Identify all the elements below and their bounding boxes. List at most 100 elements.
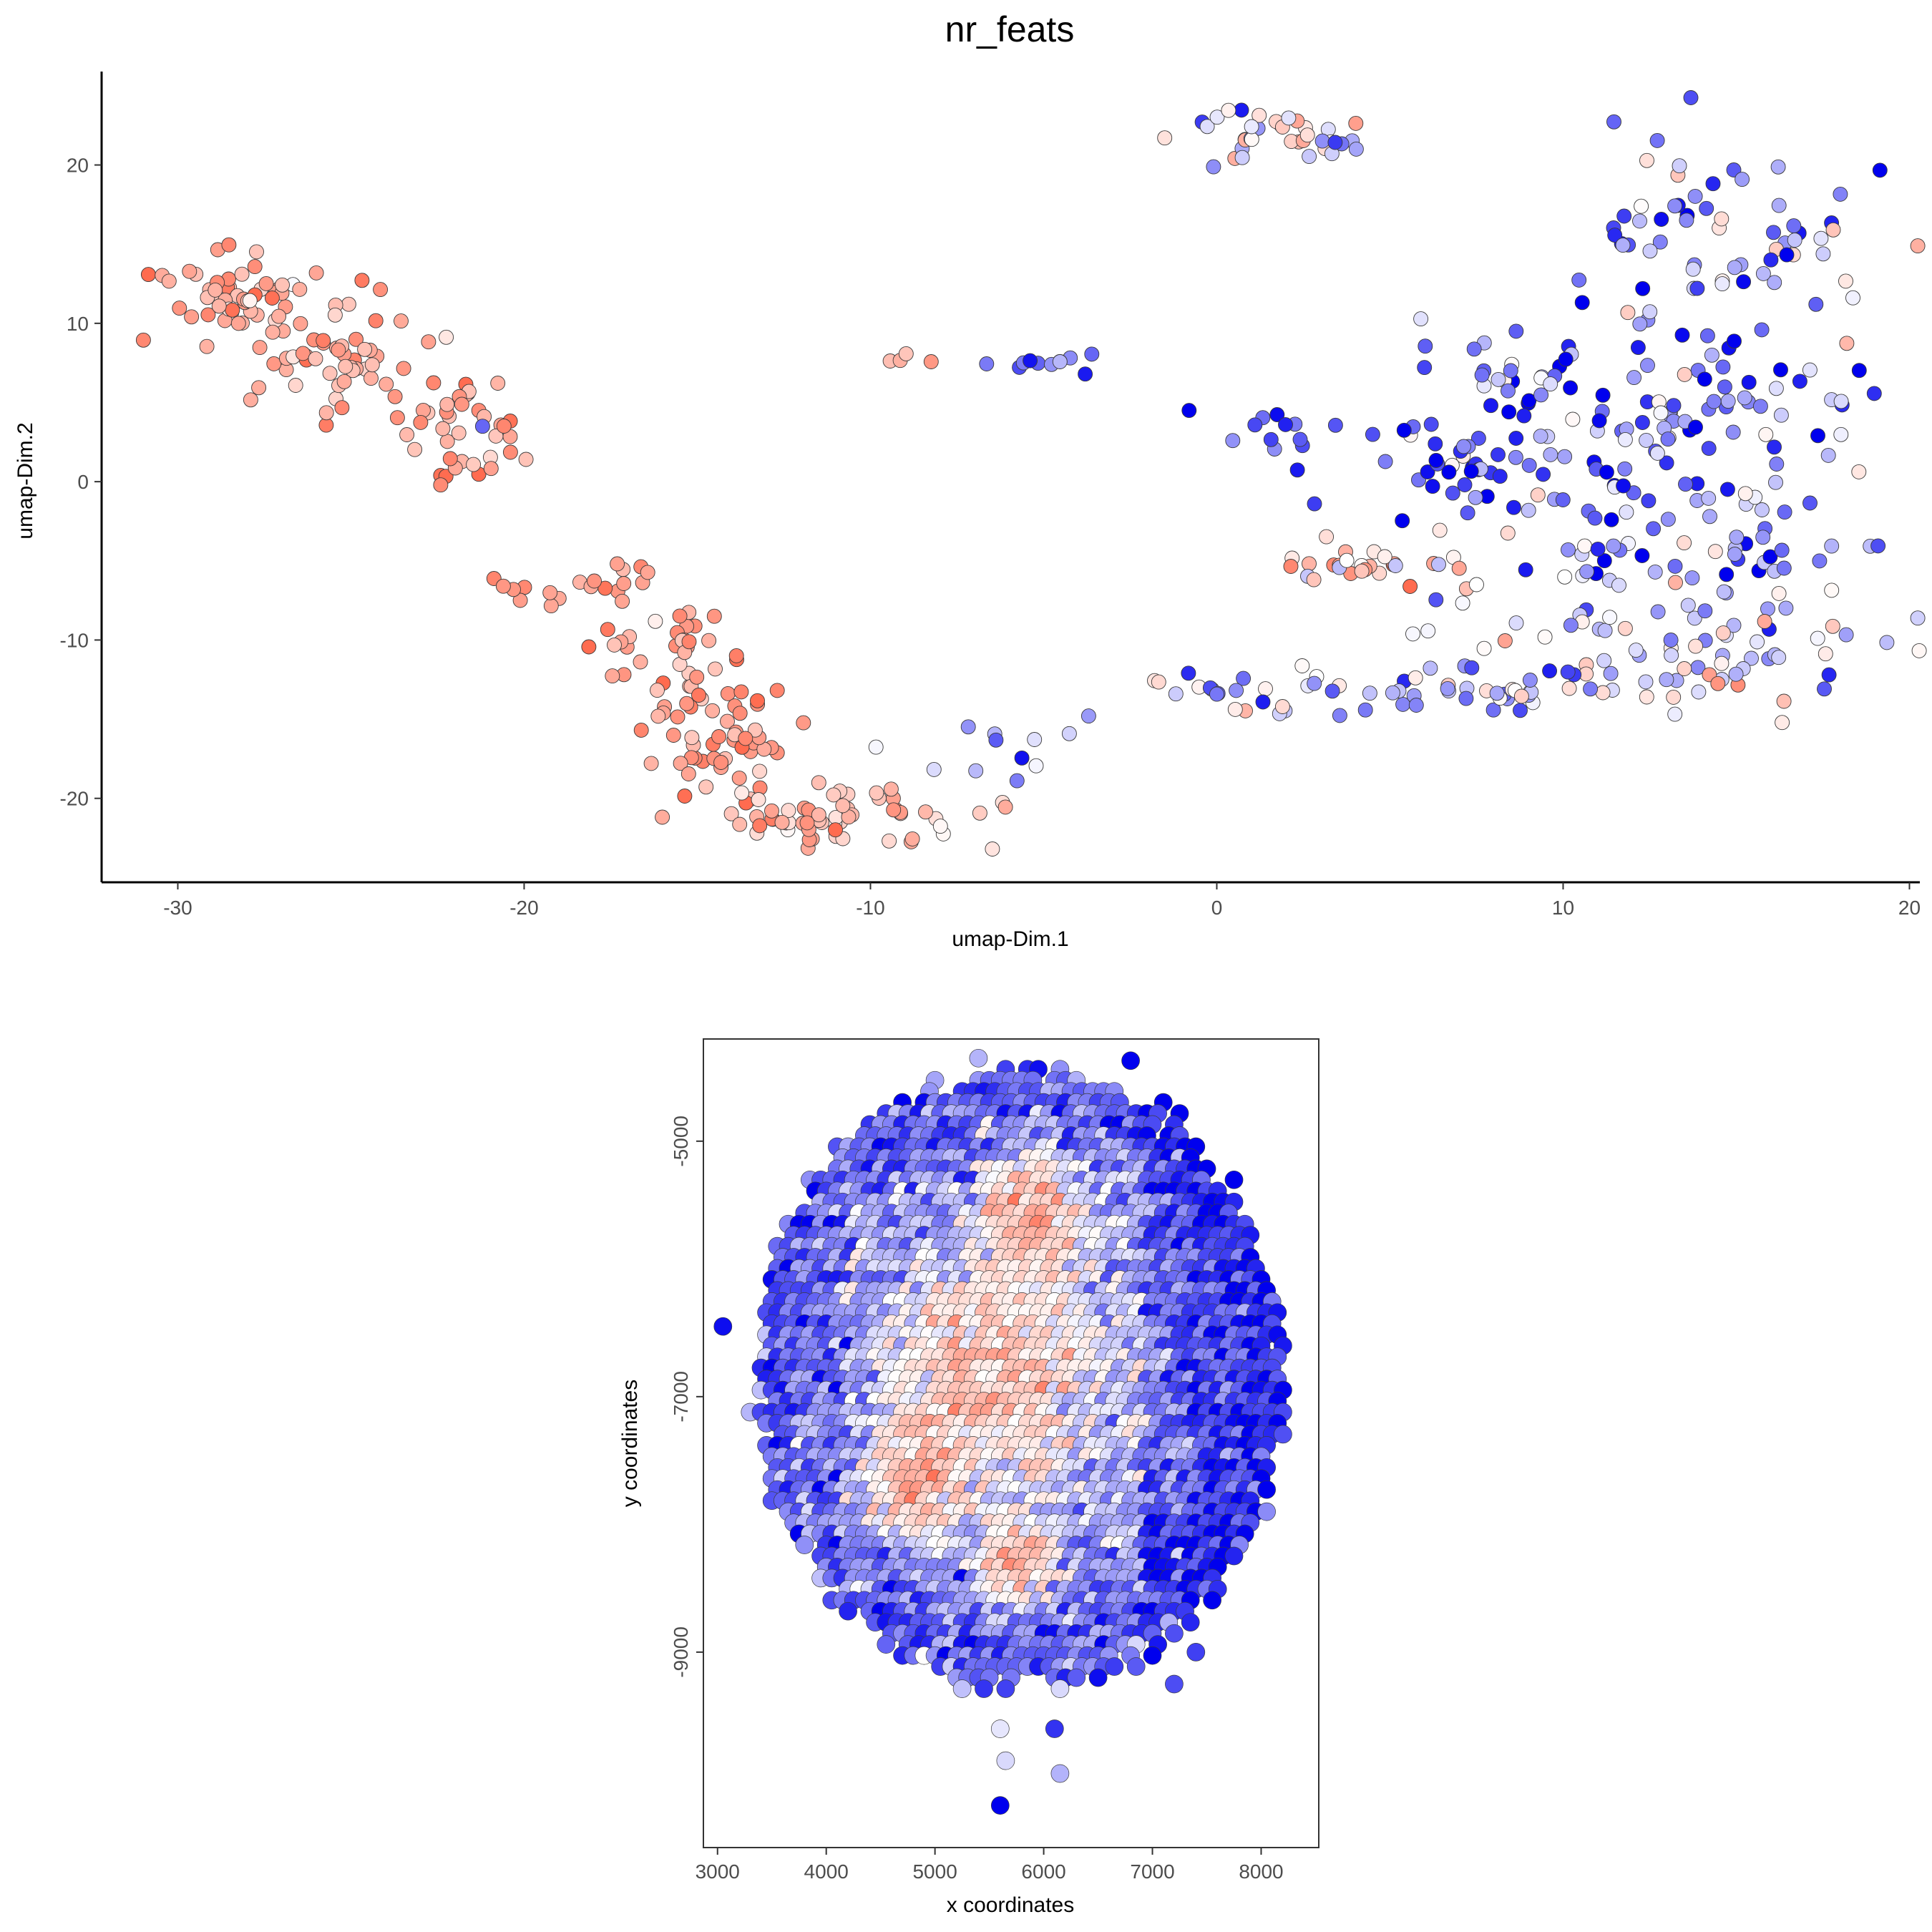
umap-point (1563, 380, 1579, 396)
umap-point (932, 819, 948, 834)
umap-point (1221, 102, 1236, 118)
umap-point (1727, 260, 1742, 275)
umap-point (1460, 505, 1475, 521)
spatial-spot (1257, 1502, 1276, 1521)
umap-point (1078, 366, 1093, 382)
umap-point (407, 441, 423, 457)
spatial-x-tick-label: 6000 (1021, 1860, 1065, 1883)
umap-point (1611, 577, 1626, 593)
spatial-spot (1274, 1425, 1292, 1444)
umap-point (264, 291, 280, 306)
umap-point (1616, 208, 1632, 224)
umap-point (208, 282, 223, 298)
umap-point (616, 576, 632, 591)
umap-point (972, 805, 987, 821)
spatial-spot (1050, 1679, 1070, 1698)
umap-point (1348, 141, 1364, 157)
spatial-spot (713, 1317, 733, 1336)
umap-point (1808, 296, 1824, 312)
umap-point (1638, 674, 1654, 690)
umap-point (1302, 556, 1317, 572)
umap-point (1501, 383, 1516, 399)
umap-point (1607, 228, 1623, 243)
spatial-spot (990, 1796, 1010, 1815)
umap-point (747, 722, 763, 738)
umap-point (1773, 407, 1789, 423)
spatial-spot (1050, 1764, 1070, 1783)
umap-point (1776, 693, 1792, 709)
umap-point (1866, 386, 1882, 401)
umap-point (720, 713, 735, 729)
umap-point (1851, 363, 1867, 379)
umap-point (1616, 478, 1631, 494)
umap-point (364, 371, 379, 386)
umap-point (1820, 447, 1836, 463)
umap-point (1500, 525, 1516, 541)
umap-point (706, 608, 722, 624)
spatial-y-ticks: -5000 -7000 -9000 (670, 1116, 703, 1678)
umap-point (1533, 387, 1549, 403)
umap-point (1536, 467, 1551, 482)
umap-point (708, 661, 723, 677)
umap-point (322, 366, 338, 381)
umap-point (1763, 252, 1779, 268)
umap-point (997, 799, 1013, 815)
umap-point (1699, 200, 1714, 216)
spatial-spot (795, 1536, 814, 1554)
spatial-spot (1224, 1546, 1244, 1566)
umap-point (1634, 198, 1649, 214)
umap-point (1244, 132, 1259, 147)
umap-point (182, 263, 197, 279)
umap-point (1234, 150, 1250, 165)
umap-point (1758, 426, 1774, 442)
umap-point (1678, 477, 1693, 492)
umap-point (988, 732, 1004, 748)
umap-point (249, 244, 264, 260)
umap-point (1642, 304, 1658, 320)
spatial-spot (1143, 1646, 1162, 1665)
umap-point (1911, 643, 1927, 658)
umap-point (331, 342, 346, 358)
spatial-spot (1186, 1643, 1206, 1662)
umap-point (1741, 374, 1757, 390)
umap-point (1418, 338, 1433, 354)
umap-point (1653, 405, 1669, 421)
umap-point (796, 715, 811, 731)
umap-point (886, 802, 902, 818)
umap-point (1497, 633, 1513, 648)
umap-point (960, 719, 976, 735)
umap-point (600, 622, 615, 638)
umap-point (396, 361, 411, 376)
umap-point (1157, 130, 1173, 146)
umap-point (1687, 610, 1702, 626)
umap-point (426, 375, 441, 391)
umap-point (1377, 454, 1393, 469)
umap-point (732, 706, 748, 721)
umap-point (1595, 685, 1611, 701)
umap-point (1705, 176, 1721, 192)
umap-point (734, 785, 750, 801)
umap-point (1757, 614, 1772, 629)
umap-point (733, 684, 749, 700)
umap-point (1630, 340, 1646, 356)
umap-point (1513, 703, 1528, 718)
spatial-spot (1045, 1719, 1064, 1738)
umap-point (1660, 431, 1676, 447)
umap-point (1362, 686, 1377, 701)
umap-point (1574, 295, 1590, 311)
umap-point (1425, 479, 1440, 494)
umap-point (751, 792, 766, 807)
umap-point (1561, 680, 1577, 696)
umap-point (251, 380, 267, 396)
umap-x-tick-label: 10 (1552, 897, 1574, 919)
umap-point (1679, 213, 1694, 228)
umap-point (230, 316, 246, 331)
umap-point (1737, 390, 1752, 406)
umap-point (615, 593, 630, 609)
umap-point (1728, 666, 1744, 682)
spatial-spot (839, 1601, 857, 1621)
umap-point (711, 729, 727, 744)
umap-point (1181, 665, 1196, 681)
umap-point (234, 266, 250, 282)
umap-point (1365, 426, 1380, 442)
